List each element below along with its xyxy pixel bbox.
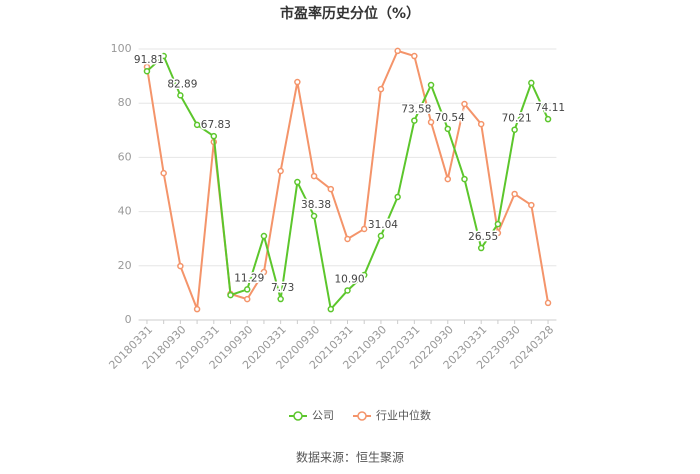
data-label: 70.21 — [502, 113, 532, 125]
point — [427, 118, 435, 126]
point — [193, 305, 201, 313]
y-tick-label: 100 — [111, 42, 132, 55]
data-label: 70.54 — [435, 112, 465, 124]
data-label: 67.83 — [201, 119, 231, 131]
point — [277, 167, 284, 175]
data-label: 73.58 — [401, 104, 431, 116]
point — [544, 115, 552, 123]
point — [377, 85, 385, 93]
point — [511, 190, 518, 198]
point — [210, 132, 218, 140]
point — [528, 201, 535, 209]
point — [344, 235, 351, 243]
legend-label: 行业中位数 — [376, 408, 431, 422]
point — [411, 117, 418, 124]
data-label: 7.73 — [271, 282, 294, 294]
point — [511, 126, 518, 133]
point — [327, 305, 335, 313]
point — [243, 295, 251, 303]
point — [227, 291, 234, 299]
point — [160, 169, 167, 177]
data-label: 74.11 — [535, 102, 565, 114]
series-line — [145, 49, 550, 310]
data-label: 82.89 — [167, 78, 197, 90]
point — [327, 185, 335, 193]
point — [310, 212, 318, 220]
point — [411, 52, 418, 60]
legend-label: 公司 — [312, 409, 334, 422]
point — [394, 193, 401, 201]
data-label: 91.81 — [134, 54, 164, 66]
point — [461, 175, 468, 183]
point — [477, 244, 485, 252]
point — [544, 299, 552, 307]
point — [444, 125, 452, 133]
point — [294, 78, 301, 86]
point — [177, 262, 184, 270]
point — [477, 120, 485, 128]
point — [528, 79, 535, 87]
point — [243, 286, 251, 293]
data-label: 10.90 — [334, 273, 364, 285]
point — [143, 67, 151, 75]
point — [177, 92, 184, 99]
legend-marker — [357, 411, 367, 421]
point — [394, 47, 401, 55]
point — [444, 175, 452, 183]
point — [260, 232, 268, 240]
point — [494, 220, 502, 228]
y-tick-label: 60 — [118, 150, 132, 163]
y-tick-label: 40 — [118, 205, 132, 218]
series-line — [146, 54, 549, 312]
y-tick-label: 0 — [125, 313, 132, 326]
point — [461, 100, 468, 108]
point — [360, 271, 368, 279]
data-label: 11.29 — [234, 272, 264, 284]
data-label: 31.04 — [368, 219, 398, 231]
point — [260, 268, 268, 276]
point — [427, 81, 435, 89]
y-tick-label: 80 — [118, 96, 132, 109]
point — [160, 52, 167, 60]
point — [277, 295, 284, 303]
point — [344, 287, 351, 294]
point — [193, 121, 201, 129]
point — [377, 232, 385, 240]
point — [360, 225, 368, 233]
data-label: 26.55 — [468, 231, 498, 243]
point — [494, 229, 502, 237]
chart-title: 市盈率历史分位（%） — [280, 5, 420, 22]
source: 数据来源：恒生聚源 — [296, 450, 404, 465]
data-label: 38.38 — [301, 199, 331, 211]
point — [310, 172, 318, 180]
y-tick-label: 20 — [118, 259, 132, 272]
point — [294, 178, 301, 186]
legend-marker — [293, 411, 303, 421]
